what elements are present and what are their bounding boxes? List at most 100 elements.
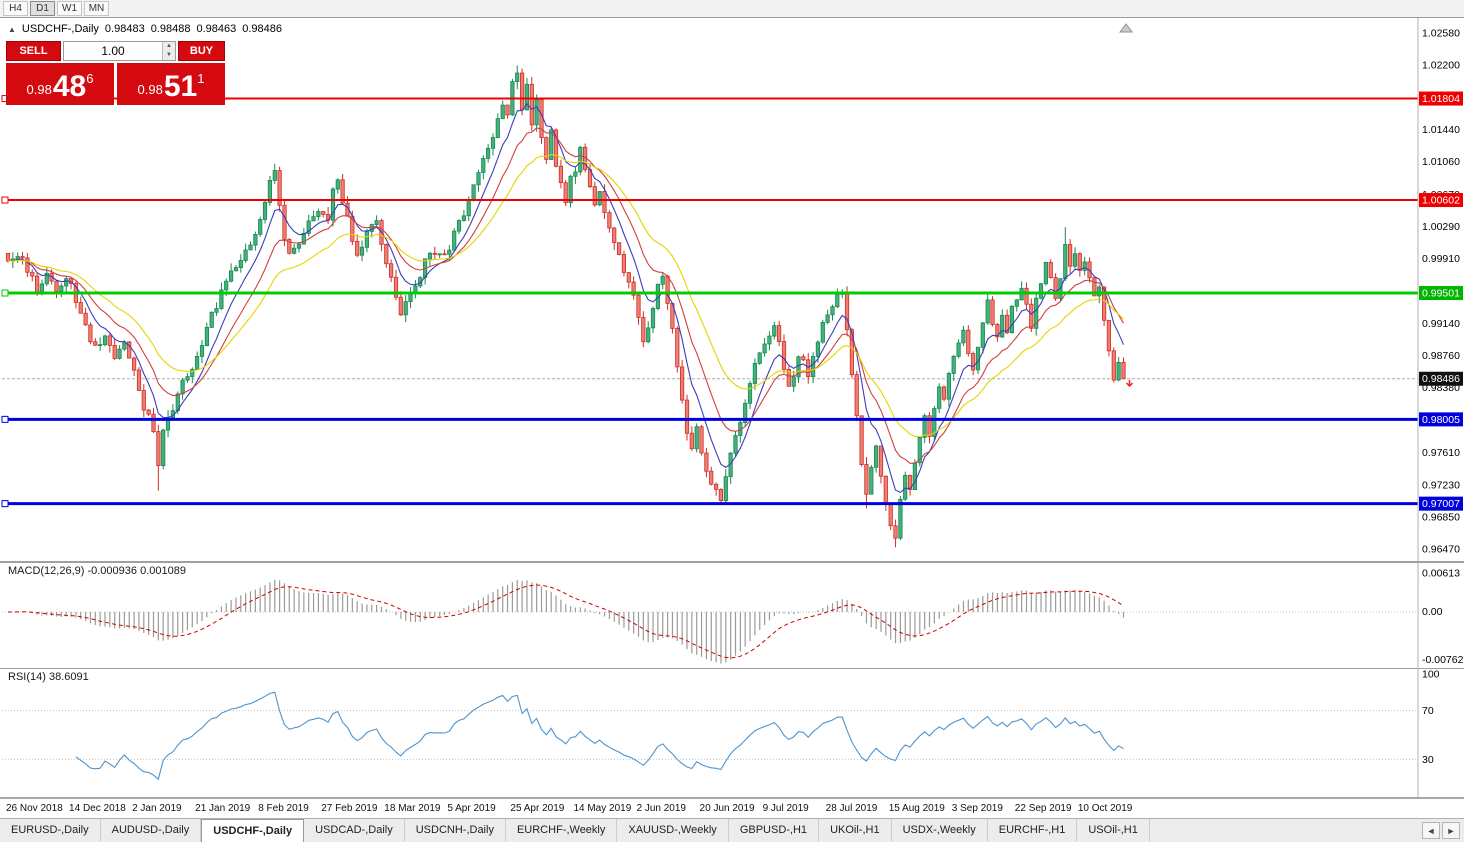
- one-click-trading-panel: SELL 1.00 ▲ ▼ BUY 0.98 48 6 0.98 51 1: [6, 41, 225, 105]
- date-label: 14 Dec 2018: [69, 803, 126, 814]
- ohlc-high: 0.98488: [150, 23, 191, 35]
- macd-histogram: [12, 579, 1125, 664]
- svg-text:1.01440: 1.01440: [1422, 124, 1460, 136]
- svg-text:0.99501: 0.99501: [1422, 288, 1460, 300]
- date-label: 26 Nov 2018: [6, 803, 63, 814]
- date-label: 28 Jul 2019: [825, 803, 878, 814]
- chart-tabs: EURUSD-,Daily AUDUSD-,Daily USDCHF-,Daily U…: [0, 819, 1150, 842]
- sell-price-prefix: 0.98: [26, 82, 52, 97]
- chart-tabs-bar: EURUSD-,Daily AUDUSD-,Daily USDCHF-,Daily U…: [0, 818, 1464, 842]
- rsi-label: RSI(14) 38.6091: [8, 671, 89, 683]
- svg-text:1.01060: 1.01060: [1422, 156, 1460, 168]
- macd-signal-line: [8, 584, 1124, 659]
- macd-panel[interactable]: 0.00613 0.00 -0.00762: [0, 562, 1464, 668]
- chart-tab-usdchf-daily[interactable]: USDCHF-,Daily: [201, 819, 305, 842]
- date-label: 5 Apr 2019: [447, 803, 496, 814]
- date-axis[interactable]: 26 Nov 2018 14 Dec 2018 2 Jan 2019 21 Jan 2…: [0, 798, 1464, 816]
- timeframe-mn-button[interactable]: MN: [84, 1, 109, 16]
- price-badge-0.98486: [1419, 371, 1463, 386]
- svg-text:30: 30: [1422, 754, 1434, 766]
- price-badge-0.97007: [1419, 496, 1463, 511]
- chart-tab-audusd-daily[interactable]: AUDUSD-,Daily: [101, 819, 202, 842]
- date-label: 18 Mar 2019: [384, 803, 441, 814]
- date-label: 15 Aug 2019: [888, 803, 945, 814]
- date-label: 10 Oct 2019: [1077, 803, 1133, 814]
- tabs-scroll: ◄ ►: [1418, 819, 1464, 842]
- svg-text:0.00613: 0.00613: [1422, 567, 1460, 579]
- chart-title: USDCHF-,Daily: [21, 23, 99, 35]
- chart-tab-gbpusd-h1[interactable]: GBPUSD-,H1: [729, 819, 820, 842]
- price-badge-1.00602: [1419, 193, 1463, 208]
- svg-text:0.98760: 0.98760: [1422, 350, 1460, 362]
- timeframe-h4-button[interactable]: H4: [3, 1, 28, 16]
- date-label: 14 May 2019: [573, 803, 632, 814]
- svg-text:0.97007: 0.97007: [1422, 498, 1460, 510]
- svg-text:1.00602: 1.00602: [1422, 195, 1460, 207]
- ohlc-open: 0.98483: [104, 23, 145, 35]
- svg-text:0.98486: 0.98486: [1422, 373, 1460, 385]
- sell-price-sup: 6: [86, 71, 94, 86]
- chart-tab-eurusd-daily[interactable]: EURUSD-,Daily: [0, 819, 101, 842]
- svg-text:1.00290: 1.00290: [1422, 221, 1460, 233]
- date-label: 8 Feb 2019: [258, 803, 309, 814]
- svg-text:-0.00762: -0.00762: [1422, 654, 1464, 666]
- price-badge-0.98005: [1419, 412, 1463, 427]
- svg-text:0.96470: 0.96470: [1422, 544, 1460, 556]
- svg-text:1.02580: 1.02580: [1422, 28, 1460, 40]
- chart-tab-usdx-weekly[interactable]: USDX-,Weekly: [892, 819, 988, 842]
- volume-spinner[interactable]: ▲ ▼: [162, 42, 175, 60]
- rsi-panel[interactable]: 100 70 30: [0, 668, 1464, 798]
- timeframe-d1-button[interactable]: D1: [30, 1, 55, 16]
- chart-tab-usdcad-daily[interactable]: USDCAD-,Daily: [304, 819, 405, 842]
- date-label: 27 Feb 2019: [321, 803, 378, 814]
- level-handle[interactable]: [1, 415, 9, 423]
- svg-text:0.96850: 0.96850: [1422, 511, 1460, 523]
- tabs-scroll-right-button[interactable]: ►: [1442, 822, 1460, 839]
- chart-tab-xauusd-weekly[interactable]: XAUUSD-,Weekly: [617, 819, 729, 842]
- ma-mid-line: [7, 127, 1124, 464]
- ma-fast-line: [7, 103, 1125, 494]
- date-label: 20 Jun 2019: [699, 803, 755, 814]
- svg-text:70: 70: [1422, 705, 1434, 717]
- tabs-scroll-left-button[interactable]: ◄: [1422, 822, 1440, 839]
- level-handle[interactable]: [1, 289, 9, 297]
- buy-button[interactable]: BUY: [178, 41, 225, 61]
- chart-tab-eurchf-h1[interactable]: EURCHF-,H1: [988, 819, 1078, 842]
- buy-price-display[interactable]: 0.98 51 1: [117, 63, 225, 105]
- buy-price-sup: 1: [197, 71, 205, 86]
- date-label: 21 Jan 2019: [195, 803, 251, 814]
- date-label: 25 Apr 2019: [510, 803, 565, 814]
- volume-up-icon[interactable]: ▲: [163, 42, 175, 51]
- sell-button[interactable]: SELL: [6, 41, 61, 61]
- svg-text:100: 100: [1422, 669, 1440, 681]
- price-axis[interactable]: 1.025801.022001.014401.010601.006701.002…: [1419, 28, 1463, 556]
- svg-text:0.97610: 0.97610: [1422, 447, 1460, 459]
- collapse-panel-icon[interactable]: ▲: [8, 24, 16, 34]
- level-handle[interactable]: [1, 500, 9, 508]
- svg-text:0.99910: 0.99910: [1422, 253, 1460, 265]
- date-label: 9 Jul 2019: [762, 803, 809, 814]
- date-label: 3 Sep 2019: [951, 803, 1003, 814]
- ohlc-close: 0.98486: [242, 23, 282, 35]
- chart-window[interactable]: 1.02580 1.02200 1.01440 1.01060 1.00 6 70 1.002…: [0, 18, 1464, 818]
- sell-price-display[interactable]: 0.98 48 6: [6, 63, 114, 105]
- chart-tab-ukoil-h1[interactable]: UKOil-,H1: [819, 819, 892, 842]
- level-handle[interactable]: [1, 196, 9, 204]
- buy-price-big: 51: [163, 70, 198, 103]
- scroll-shift-marker-icon[interactable]: [1119, 23, 1133, 33]
- svg-text:1.01804: 1.01804: [1422, 93, 1460, 105]
- chart-tab-usdcnh-daily[interactable]: USDCNH-,Daily: [405, 819, 506, 842]
- volume-input[interactable]: 1.00: [101, 44, 125, 58]
- chart-tab-eurchf-weekly[interactable]: EURCHF-,Weekly: [506, 819, 618, 842]
- sell-trade-arrow-icon: [1125, 380, 1134, 388]
- svg-text:0.97230: 0.97230: [1422, 479, 1460, 491]
- svg-text:0.98005: 0.98005: [1422, 414, 1460, 426]
- svg-text:0.99140: 0.99140: [1422, 318, 1460, 330]
- timeframe-w1-button[interactable]: W1: [57, 1, 82, 16]
- price-chart[interactable]: 1.025801.022001.014401.010601.006701.002…: [0, 18, 1464, 562]
- date-label: 2 Jan 2019: [132, 803, 182, 814]
- volume-down-icon[interactable]: ▼: [163, 51, 175, 60]
- svg-text:1.02200: 1.02200: [1422, 60, 1460, 72]
- volume-field[interactable]: 1.00 ▲ ▼: [63, 41, 176, 61]
- chart-tab-usoil-h1[interactable]: USOil-,H1: [1077, 819, 1150, 842]
